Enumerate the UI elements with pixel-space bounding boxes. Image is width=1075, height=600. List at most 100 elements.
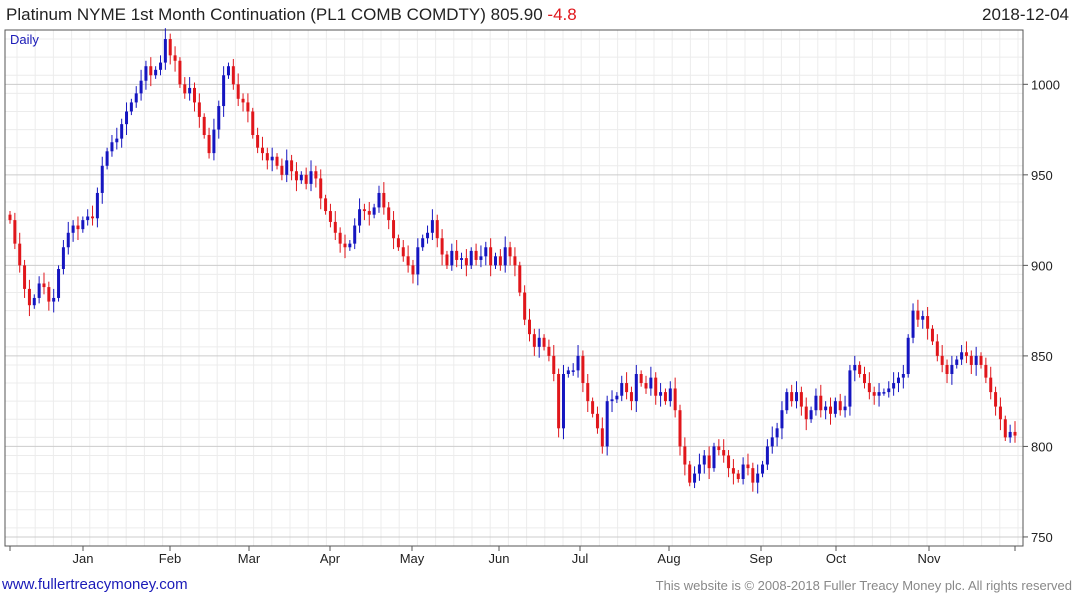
chart-header: Platinum NYME 1st Month Continuation (PL… [0, 0, 1075, 30]
candle-body [1013, 431, 1017, 436]
chart-date: 2018-12-04 [982, 5, 1069, 24]
candle-body [192, 87, 196, 103]
candle-body [464, 258, 468, 266]
candle-body [81, 220, 85, 230]
x-tick-label: Jan [73, 551, 94, 566]
candle-body [27, 288, 31, 306]
candle-body [251, 111, 255, 136]
y-tick-label: 750 [1031, 530, 1053, 545]
candle-body [411, 265, 415, 275]
chart-title: Platinum NYME 1st Month Continuation (PL… [6, 5, 577, 25]
candle-body [236, 84, 240, 99]
candle-body [712, 446, 716, 469]
candle-body [819, 395, 823, 411]
candle-body [795, 392, 799, 402]
candle-body [964, 352, 968, 356]
candle-body [547, 346, 551, 356]
candle-body [319, 178, 323, 199]
candle-body [129, 102, 133, 112]
candle-body [688, 464, 692, 483]
candle-body [620, 383, 624, 396]
candle-body [66, 232, 70, 248]
candle-body [814, 395, 818, 411]
candle-body [790, 392, 794, 402]
candle-body [809, 410, 813, 420]
candle-body [202, 116, 206, 136]
candle-body [649, 377, 653, 389]
candle-body [110, 142, 114, 152]
candle-body [13, 220, 17, 244]
candle-body [154, 69, 158, 76]
candle-body [304, 174, 308, 184]
y-tick-label: 1000 [1031, 77, 1060, 92]
candle-body [833, 401, 837, 414]
candle-body [629, 392, 633, 402]
price-change: -4.8 [547, 5, 577, 24]
candle-body [285, 160, 289, 175]
candle-body [523, 292, 527, 320]
candle-body [95, 192, 99, 219]
candle-body [353, 225, 357, 244]
candle-body [591, 401, 595, 414]
candle-body [960, 352, 964, 360]
candle-body [998, 406, 1002, 420]
candle-body [435, 220, 439, 239]
candle-body [668, 388, 672, 402]
candle-body [440, 238, 444, 255]
candle-body [382, 192, 386, 208]
candle-body [673, 388, 677, 411]
candle-body [654, 377, 658, 396]
candle-body [115, 138, 119, 143]
candle-body [571, 370, 575, 372]
candle-body [581, 355, 585, 384]
candle-body [503, 247, 507, 266]
y-tick-label: 900 [1031, 258, 1053, 273]
candle-body [926, 316, 930, 329]
candle-body [217, 106, 221, 130]
candle-body [120, 124, 124, 139]
y-tick-label: 800 [1031, 439, 1053, 454]
candle-body [474, 250, 478, 260]
candle-body [829, 406, 833, 414]
candle-body [489, 247, 493, 266]
candle-body [362, 209, 366, 212]
candle-body [358, 209, 362, 226]
candle-body [586, 383, 590, 402]
candle-body [736, 473, 740, 480]
candle-body [639, 374, 643, 384]
candle-body [804, 406, 808, 420]
candle-body [984, 364, 988, 378]
candle-body [877, 392, 881, 396]
candle-body [862, 374, 866, 384]
candle-body [615, 395, 619, 400]
candle-body [945, 364, 949, 374]
candle-body [57, 268, 61, 298]
candle-body [168, 39, 172, 56]
candle-body [212, 129, 216, 154]
candle-body [678, 410, 682, 447]
candle-body [241, 98, 245, 103]
candle-body [149, 66, 153, 76]
website-link[interactable]: www.fullertreacymoney.com [2, 576, 188, 593]
candle-body [979, 355, 983, 365]
candle-body [314, 171, 318, 179]
candle-body [702, 455, 706, 465]
candle-body [838, 401, 842, 411]
candle-body [265, 153, 269, 161]
candle-body [955, 359, 959, 365]
candle-body [231, 66, 235, 85]
candle-body [173, 55, 177, 61]
candle-body [333, 221, 337, 233]
candle-body [260, 147, 264, 154]
candle-body [780, 410, 784, 429]
candle-body [387, 207, 391, 221]
period-label: Daily [10, 32, 39, 47]
candle-body [717, 446, 721, 451]
candle-body [246, 102, 250, 112]
candle-body [518, 265, 522, 293]
candle-body [280, 165, 284, 175]
candle-body [969, 355, 973, 365]
candle-body [610, 399, 614, 402]
candle-body [644, 383, 648, 389]
candle-body [566, 370, 570, 374]
